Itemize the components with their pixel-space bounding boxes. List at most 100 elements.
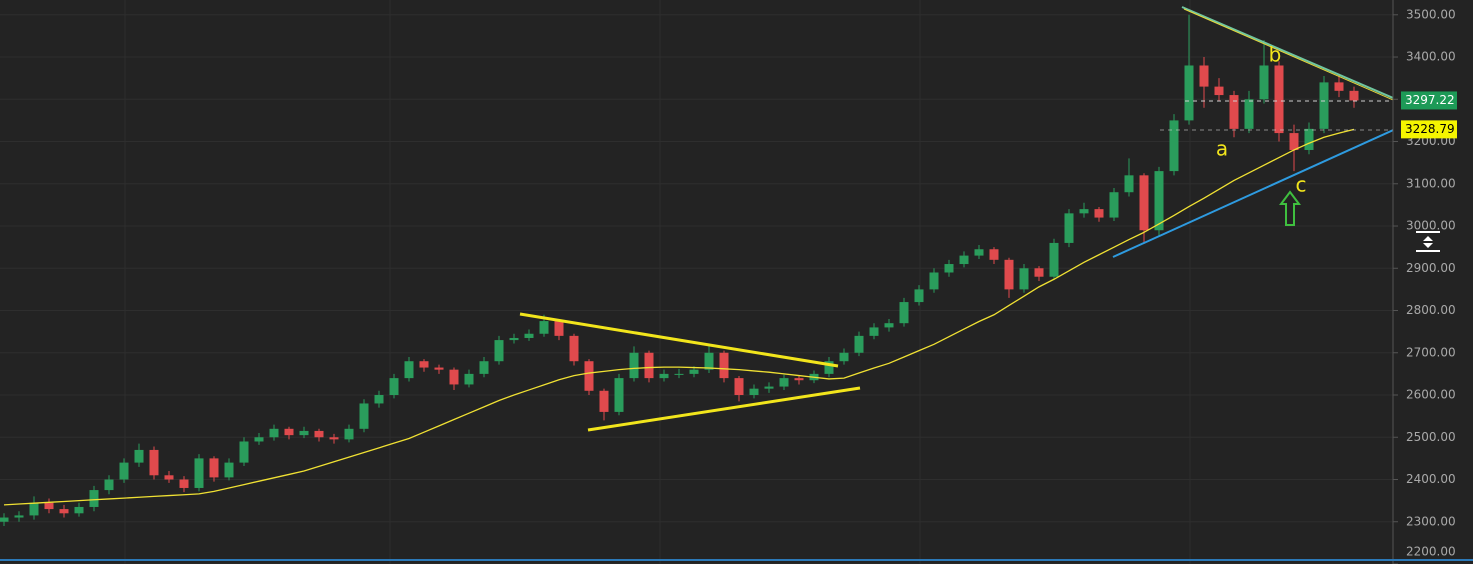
candle-body [1094,209,1104,218]
icon [1423,236,1433,248]
candle-body [104,479,114,491]
candle-body [209,458,219,478]
candle-body [14,515,24,518]
candle-body [29,502,39,516]
candle-body [704,352,714,370]
trendline [519,312,839,368]
y-tick-label: 3500.00 [1406,7,1456,21]
candle-body [1334,82,1344,91]
candle-body [1034,268,1044,277]
candle-body [134,449,144,463]
candle-body [524,333,534,338]
candle-body [1184,65,1194,121]
candle-body [869,327,879,336]
candle-body [779,378,789,387]
candle-body [1049,242,1059,277]
candle-body [884,323,894,328]
candle-body [749,388,759,396]
candle-body [329,437,339,440]
candle-body [344,428,354,440]
y-tick-label: 3100.00 [1406,176,1456,190]
candle-body [359,403,369,429]
candle-body [1169,120,1179,172]
candle-body [1064,213,1074,243]
drawings: a b c [519,6,1401,432]
candle-body [374,395,384,404]
candle-body [389,378,399,396]
candle-body [899,302,909,324]
candle-body [1139,175,1149,231]
candle-body [1229,95,1239,129]
y-tick-label: 2200.00 [1406,545,1456,559]
candle-body [1109,192,1119,218]
candle-body [284,428,294,436]
candle-body [959,255,969,265]
candle-body [1124,175,1134,193]
candle-body [314,430,324,438]
candle-body [719,352,729,379]
last-price-box [1401,91,1457,110]
y-tick-label: 3400.00 [1406,50,1456,64]
candle-body [734,378,744,396]
candle-body [1019,268,1029,290]
candle-body [569,335,579,362]
scale-button[interactable] [1414,229,1440,253]
candle-body [1349,90,1359,101]
candle-body [89,490,99,507]
y-axis: 2200.00 2300.00 2400.00 2500.00 2600.00 2700.… [1393,7,1457,564]
candle-body [614,378,624,412]
ma-price-box [1401,120,1457,139]
candle-body [494,340,504,362]
y-tick-label: 2500.00 [1406,430,1456,444]
candle-body [149,449,159,476]
candle-body [299,430,309,436]
candle-body [449,369,459,385]
candle-body [119,462,129,480]
y-tick-label: 2600.00 [1406,388,1456,402]
grid [0,0,1393,564]
y-tick-label: 3000.00 [1406,219,1456,233]
annotation: a [1216,137,1228,161]
candle-body [1259,65,1269,100]
candle-body [989,249,999,260]
trendline [1181,6,1401,102]
candle-body [794,378,804,381]
candle-body [509,337,519,341]
candle-body [479,361,489,374]
candle-body [269,428,279,438]
arrow [1279,190,1301,226]
candle-body [1244,99,1254,129]
candle-body [914,289,924,303]
candle-body [539,321,549,334]
annotation: b [1269,43,1282,67]
candle-body [599,390,609,412]
y-tick-label: 2800.00 [1406,303,1456,317]
candle-body [584,361,594,391]
candle-body [239,441,249,463]
candle-body [179,479,189,488]
last-price-label: 3297.22 [1405,93,1455,107]
candle-body [1004,259,1014,290]
candle-body [1319,82,1329,129]
trendline [587,386,861,432]
candle-body [434,367,444,370]
moving-average [3,128,1355,506]
y-tick-label: 2700.00 [1406,345,1456,359]
candle-body [224,462,234,478]
candle-body [944,264,954,273]
candle-body [854,335,864,353]
plot [0,14,1359,526]
candle-body [1289,133,1299,150]
candle-body [194,458,204,488]
trendline [1183,8,1401,104]
candle-body [1274,65,1284,134]
candle-body [674,373,684,375]
candle-body [0,517,9,522]
y-tick-label: 2300.00 [1406,514,1456,528]
candle-body [1304,128,1314,150]
ma-price-label: 3228.79 [1405,122,1455,136]
candle-body [629,352,639,379]
candle-body [1199,65,1209,87]
